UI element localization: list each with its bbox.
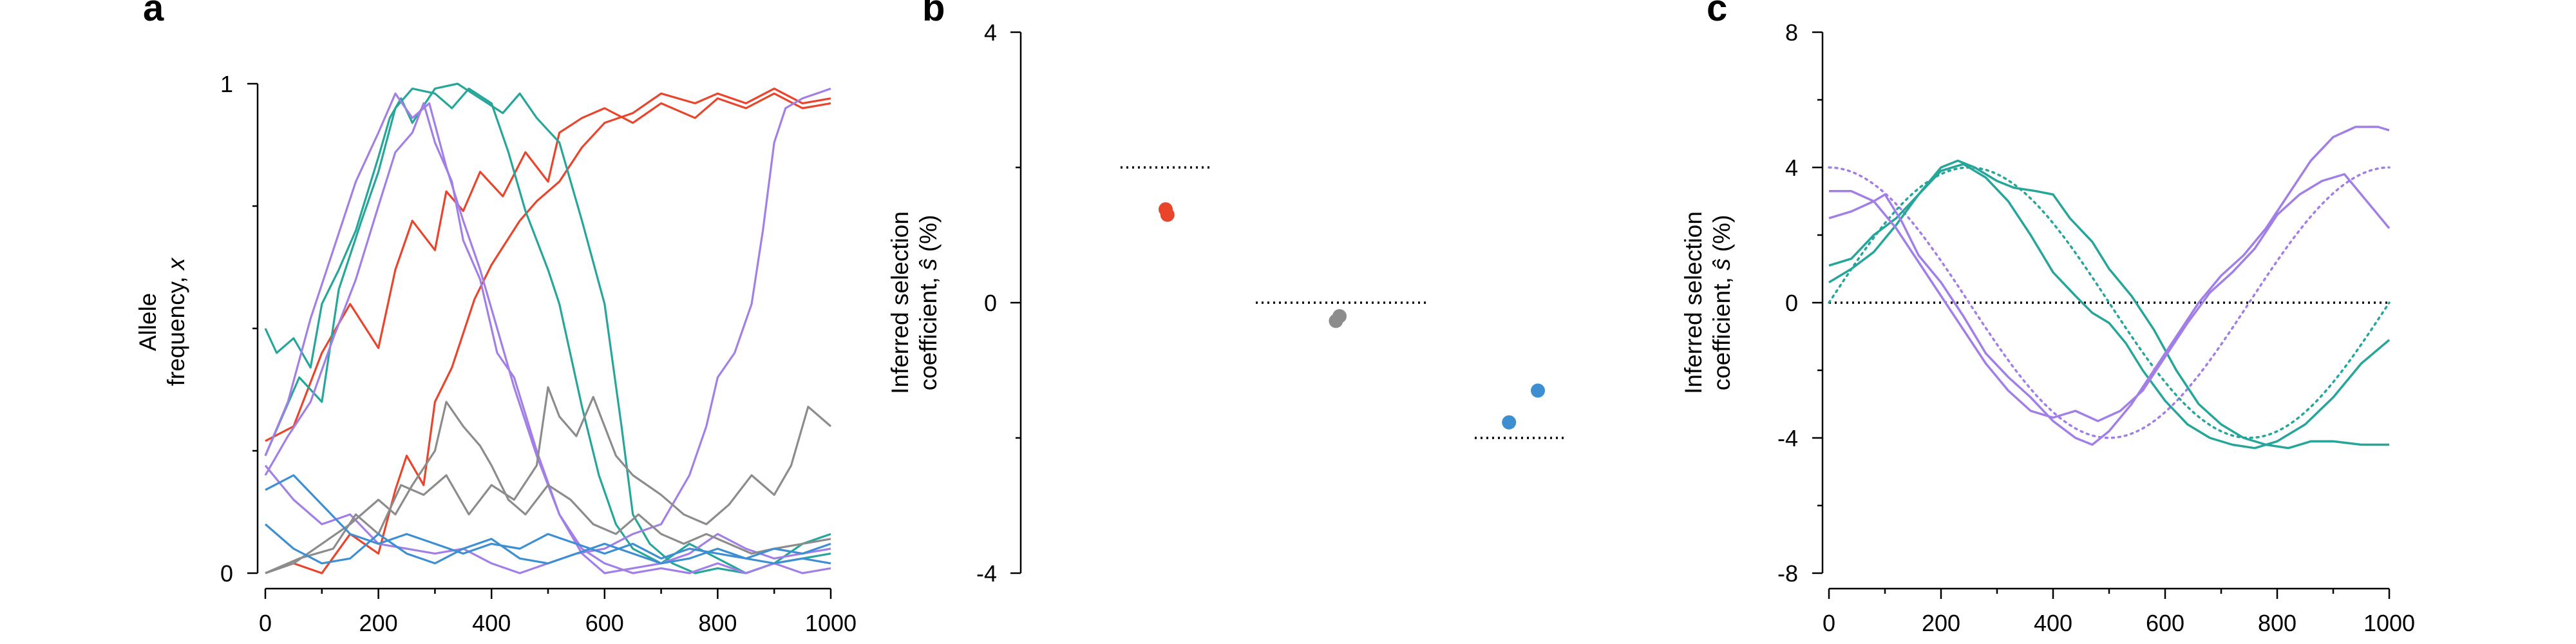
panel-a-trajectory-9 [265, 386, 832, 574]
panel-c-true-curve [1828, 166, 2391, 439]
panel-b-ylabel-line1: Inferred selection [887, 211, 913, 394]
panel-a-trajectory-7 [264, 88, 831, 574]
panel-c-ylabel: Inferred selection coefficient, ŝ (%) [1680, 211, 1735, 394]
panel-a-x-axis: 0 200 400 600 800 1000 [259, 587, 857, 636]
panel-b-y-axis: 4 0 -4 [976, 19, 1022, 587]
panel-a-x-tick-label: 0 [259, 610, 272, 636]
panel-a-trajectory-3 [264, 82, 831, 574]
panel-a-ylabel-line2: frequency, x [163, 257, 189, 386]
panel-c-y-tick-label: 4 [1785, 155, 1798, 181]
panel-c-ylabel-var: ŝ [1709, 258, 1735, 270]
panel-c-inferred-curve-3 [1829, 173, 2391, 422]
panel-c-x-tick-label: 200 [1922, 610, 1960, 636]
panel-c-x-axis: 0 200 400 600 800 1000 [1823, 587, 2415, 636]
panel-c-inferred-curve-4 [1828, 126, 2390, 446]
panel-b-y-tick-label: 4 [984, 19, 997, 46]
panel-c-x-tick-label: 1000 [2363, 610, 2415, 636]
panel-a-trajectories [264, 82, 832, 574]
panel-a-trajectory-5 [264, 92, 831, 574]
panel-b-inferred-point [1160, 207, 1175, 222]
panel-a-y-tick-label-1: 1 [220, 71, 233, 97]
panel-b-ylabel-var: ŝ [915, 258, 942, 270]
panel-b-inferred-point [1502, 415, 1517, 430]
panel-b-marks [1121, 166, 1565, 439]
panel-c-y-tick-label: -8 [1777, 560, 1798, 587]
panel-b-y-tick-label: -4 [976, 560, 997, 587]
panel-a-trajectory-10 [265, 474, 831, 560]
panel-a-x-tick-label: 1000 [805, 610, 857, 636]
panel-a-trajectory-11 [264, 523, 831, 565]
panel-c-ylabel-unit: (%) [1709, 215, 1735, 259]
panel-a-trajectory-6 [264, 102, 831, 574]
panel-c-x-tick-label: 800 [2258, 610, 2297, 636]
panel-a-trajectory-1 [265, 92, 831, 442]
panel-c-x-tick-label: 400 [2034, 610, 2072, 636]
panel-a-x-tick-label: 800 [698, 610, 737, 636]
panel-b-y-tick-label: 0 [984, 290, 997, 316]
panel-b-ylabel: Inferred selection coefficient, ŝ (%) [887, 211, 942, 394]
panel-a-trajectory-2 [265, 88, 831, 574]
panel-c-inferred-curve-2 [1828, 163, 2391, 450]
panel-c-x-tick-label: 0 [1823, 610, 1835, 636]
panel-c-y-tick-label: 8 [1785, 19, 1798, 46]
panel-a-trajectory-4 [264, 88, 831, 574]
panel-c-ylabel-line2: coefficient, ŝ (%) [1709, 215, 1735, 391]
panel-a: a Allele frequency, x 1 0 0 200 400 600 800 1… [135, 0, 857, 636]
panel-c-y-tick-label: -4 [1777, 425, 1798, 451]
panel-a-ylabel-line2-text: frequency, [163, 270, 189, 386]
panel-label-a: a [143, 0, 164, 29]
panel-a-x-tick-label: 400 [472, 610, 511, 636]
panel-b-inferred-point [1329, 314, 1343, 328]
panel-label-b: b [922, 0, 945, 29]
panel-a-ylabel-line1: Allele [135, 293, 161, 352]
panel-c-y-axis: 8 4 0 -4 -8 [1777, 19, 1824, 587]
panel-c-ylabel-line2-text: coefficient, [1709, 270, 1735, 390]
panel-a-y-axis: 1 0 [220, 71, 259, 587]
panel-c-x-tick-label: 600 [2146, 610, 2184, 636]
panel-b-inferred-point [1531, 383, 1545, 398]
panel-a-ylabel: Allele frequency, x [135, 257, 189, 386]
panel-label-c: c [1707, 0, 1727, 29]
panel-c-ylabel-line1: Inferred selection [1680, 211, 1707, 394]
panel-a-x-tick-label: 600 [585, 610, 624, 636]
panel-b-ylabel-line2: coefficient, ŝ (%) [915, 215, 942, 391]
panel-b-ylabel-line2-text: coefficient, [915, 270, 942, 390]
panel-c-inferred-curves [1828, 126, 2391, 450]
panel-a-x-tick-label: 200 [359, 610, 398, 636]
panel-b: b Inferred selection coefficient, ŝ (%) … [887, 0, 1565, 587]
panel-a-y-tick-label-0: 0 [220, 560, 233, 587]
panel-c: c Inferred selection coefficient, ŝ (%) … [1680, 0, 2415, 636]
panel-a-trajectory-8 [265, 401, 831, 574]
panel-a-ylabel-var: x [163, 257, 189, 271]
panel-b-ylabel-unit: (%) [915, 215, 942, 259]
panel-c-y-tick-label: 0 [1785, 290, 1798, 316]
